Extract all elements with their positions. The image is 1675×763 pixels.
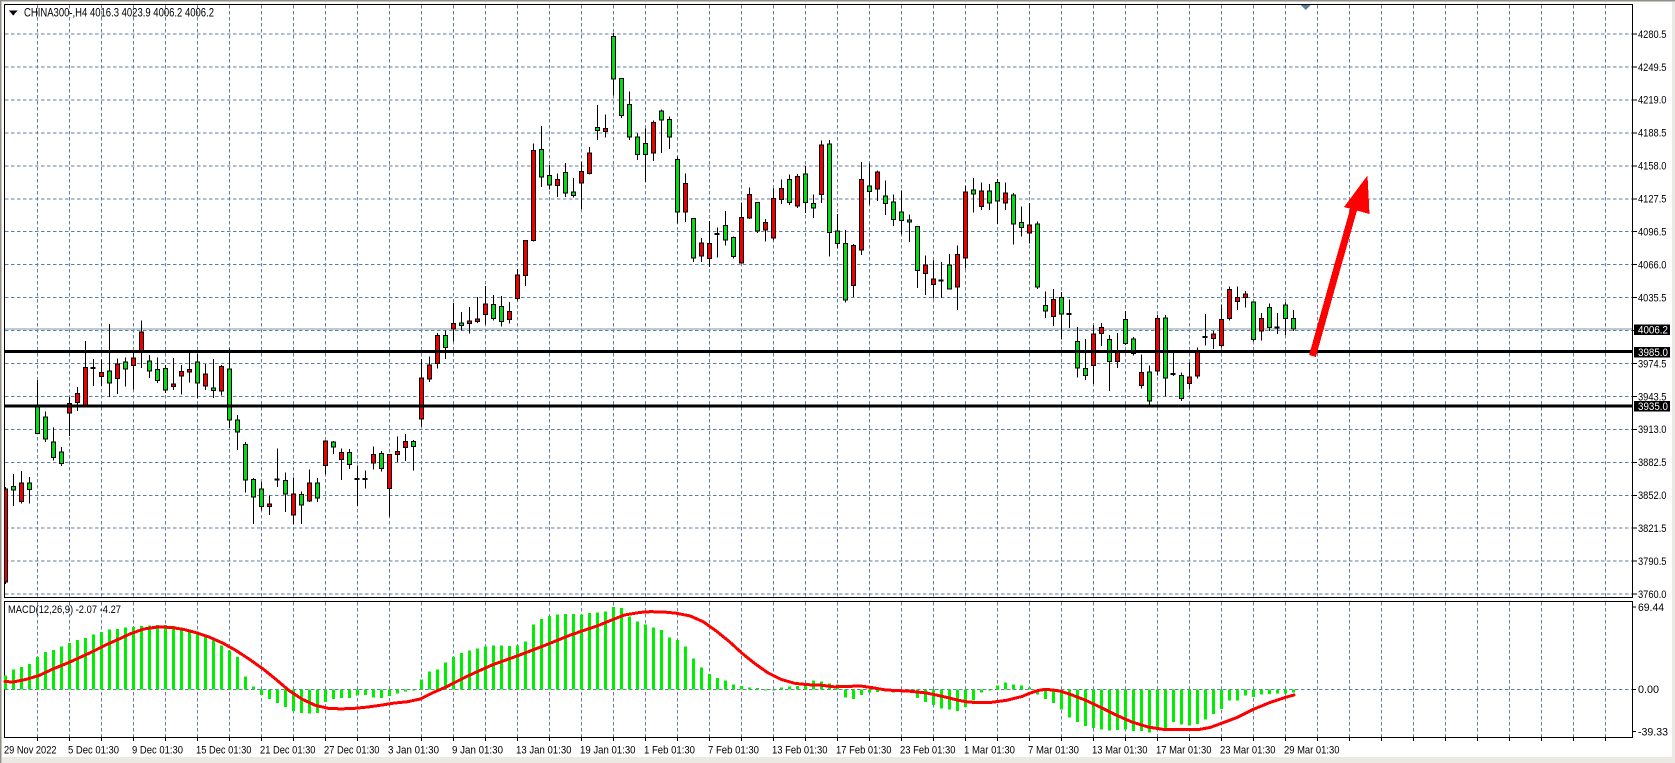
svg-text:3821.5: 3821.5 [1638, 523, 1667, 535]
svg-text:17 Feb 01:30: 17 Feb 01:30 [836, 745, 892, 757]
svg-text:3 Jan 01:30: 3 Jan 01:30 [388, 745, 439, 757]
svg-text:3852.0: 3852.0 [1638, 490, 1667, 502]
svg-text:CHINA300-,H4 4016.3 4023.9 40: CHINA300-,H4 4016.3 4023.9 4006.2 4006.2 [24, 8, 214, 20]
svg-text:4188.5: 4188.5 [1638, 128, 1667, 140]
svg-text:3943.5: 3943.5 [1638, 391, 1667, 403]
svg-text:3760.0: 3760.0 [1638, 589, 1667, 601]
svg-text:23 Feb 01:30: 23 Feb 01:30 [900, 745, 956, 757]
svg-text:4127.5: 4127.5 [1638, 194, 1667, 206]
svg-text:4249.5: 4249.5 [1638, 62, 1667, 74]
svg-text:3985.0: 3985.0 [1638, 347, 1668, 359]
svg-text:27 Dec 01:30: 27 Dec 01:30 [324, 745, 380, 757]
svg-text:5 Dec 01:30: 5 Dec 01:30 [68, 745, 119, 757]
svg-text:9 Dec 01:30: 9 Dec 01:30 [132, 745, 183, 757]
svg-text:69.44: 69.44 [1638, 602, 1664, 614]
svg-text:19 Jan 01:30: 19 Jan 01:30 [580, 745, 636, 757]
svg-text:17 Mar 01:30: 17 Mar 01:30 [1156, 745, 1212, 757]
svg-text:4006.2: 4006.2 [1638, 324, 1668, 336]
svg-text:3935.0: 3935.0 [1638, 401, 1668, 413]
svg-text:13 Feb 01:30: 13 Feb 01:30 [772, 745, 828, 757]
svg-text:23 Mar 01:30: 23 Mar 01:30 [1220, 745, 1276, 757]
svg-text:-39.33: -39.33 [1638, 726, 1668, 738]
svg-text:MACD(12,26,9) -2.07 -4.27: MACD(12,26,9) -2.07 -4.27 [8, 604, 121, 616]
svg-text:1 Feb 01:30: 1 Feb 01:30 [644, 745, 695, 757]
svg-text:29 Nov 2022: 29 Nov 2022 [4, 745, 57, 757]
svg-text:29 Mar 01:30: 29 Mar 01:30 [1284, 745, 1340, 757]
svg-text:4158.0: 4158.0 [1638, 161, 1667, 173]
svg-text:4219.0: 4219.0 [1638, 95, 1667, 107]
svg-text:4035.5: 4035.5 [1638, 292, 1667, 304]
svg-text:4096.5: 4096.5 [1638, 227, 1667, 239]
svg-text:15 Dec 01:30: 15 Dec 01:30 [196, 745, 252, 757]
svg-text:4066.0: 4066.0 [1638, 260, 1667, 272]
svg-text:9 Jan 01:30: 9 Jan 01:30 [452, 745, 503, 757]
svg-text:3974.5: 3974.5 [1638, 358, 1667, 370]
svg-text:1 Mar 01:30: 1 Mar 01:30 [964, 745, 1015, 757]
svg-text:4280.5: 4280.5 [1638, 29, 1667, 41]
svg-text:13 Mar 01:30: 13 Mar 01:30 [1092, 745, 1148, 757]
svg-text:3882.5: 3882.5 [1638, 457, 1667, 469]
svg-text:7 Feb 01:30: 7 Feb 01:30 [708, 745, 759, 757]
svg-text:3790.5: 3790.5 [1638, 556, 1667, 568]
svg-text:21 Dec 01:30: 21 Dec 01:30 [260, 745, 316, 757]
svg-text:3913.0: 3913.0 [1638, 424, 1667, 436]
svg-text:13 Jan 01:30: 13 Jan 01:30 [516, 745, 572, 757]
svg-text:0.00: 0.00 [1638, 684, 1659, 696]
svg-text:7 Mar 01:30: 7 Mar 01:30 [1028, 745, 1079, 757]
